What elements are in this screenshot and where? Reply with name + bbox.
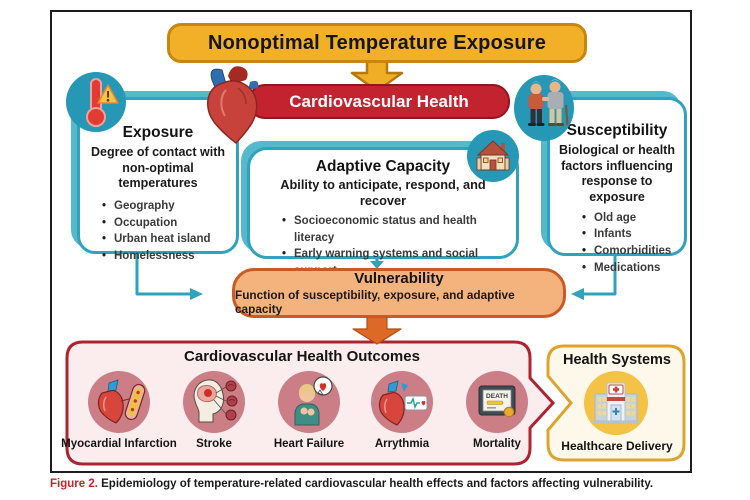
arrowhead-left-icon — [571, 288, 584, 300]
list-item: Infants — [582, 226, 684, 243]
list-item: Geography — [102, 198, 236, 215]
thermometer-warning-icon — [66, 72, 126, 132]
list-item: Old age — [582, 210, 684, 227]
list-item: Comorbidities — [582, 243, 684, 260]
anatomical-heart-icon — [207, 66, 259, 145]
nonoptimal-temperature-banner: Nonoptimal Temperature Exposure — [167, 23, 587, 63]
person-chest-pain-icon — [278, 371, 340, 433]
exposure-list: Geography Occupation Urban heat island H… — [102, 198, 236, 265]
list-item: Medications — [582, 260, 684, 277]
exposure-title: Exposure — [122, 124, 194, 141]
figure-number: Figure 2. — [50, 478, 98, 490]
elderly-couple-icon — [514, 75, 574, 141]
health-systems-title: Health Systems — [563, 352, 671, 368]
vulnerability-subtitle: Function of susceptibility, exposure, an… — [235, 288, 515, 316]
adaptive-title: Adaptive Capacity — [315, 158, 451, 175]
figure-panel: Nonoptimal Temperature Exposure Cardiova… — [50, 10, 692, 473]
healthcare-delivery-label: Healthcare Delivery — [561, 439, 673, 453]
figure-caption-text: Epidemiology of temperature-related card… — [101, 478, 654, 490]
list-item: Homelessness — [102, 248, 236, 265]
death-certificate-text: DEATH — [486, 393, 508, 400]
heart-ecg-icon — [371, 371, 433, 433]
brain-stroke-icon — [183, 371, 245, 433]
list-item: Occupation — [102, 215, 236, 232]
susceptibility-list: Old age Infants Comorbidities Medication… — [582, 210, 684, 277]
exposure-box: Exposure Degree of contact with non-opti… — [77, 97, 239, 264]
house-icon — [467, 130, 519, 182]
list-item: Urban heat island — [102, 231, 236, 248]
outcome-label-mortality: Mortality — [473, 438, 521, 450]
cardiovascular-health-title: Cardiovascular Health — [289, 91, 469, 111]
cardiovascular-health-banner: Cardiovascular Health — [248, 84, 510, 119]
hospital-icon — [584, 371, 648, 435]
vulnerability-box: Vulnerability Function of susceptibility… — [232, 268, 566, 318]
outcomes-title: Cardiovascular Health Outcomes — [184, 348, 420, 365]
arrowhead-right-icon — [190, 288, 203, 300]
vulnerability-title: Vulnerability — [354, 270, 444, 287]
nonoptimal-temperature-title: Nonoptimal Temperature Exposure — [207, 31, 547, 54]
death-certificate-icon: DEATH — [466, 371, 528, 433]
adaptive-subtitle: Ability to anticipate, respond, and reco… — [280, 177, 486, 208]
heart-artery-blockage-icon — [88, 371, 150, 433]
exposure-subtitle: Degree of contact with non-optimal tempe… — [90, 145, 226, 191]
figure-caption: Figure 2. Epidemiology of temperature-re… — [50, 478, 710, 490]
susceptibility-title: Susceptibility — [566, 122, 668, 139]
susceptibility-box: Susceptibility Biological or health fact… — [547, 97, 687, 276]
list-item: Socioeconomic status and health literacy — [282, 213, 516, 246]
susceptibility-subtitle: Biological or health factors influencing… — [559, 143, 675, 204]
vulnerability-down-arrow-icon — [352, 317, 402, 345]
